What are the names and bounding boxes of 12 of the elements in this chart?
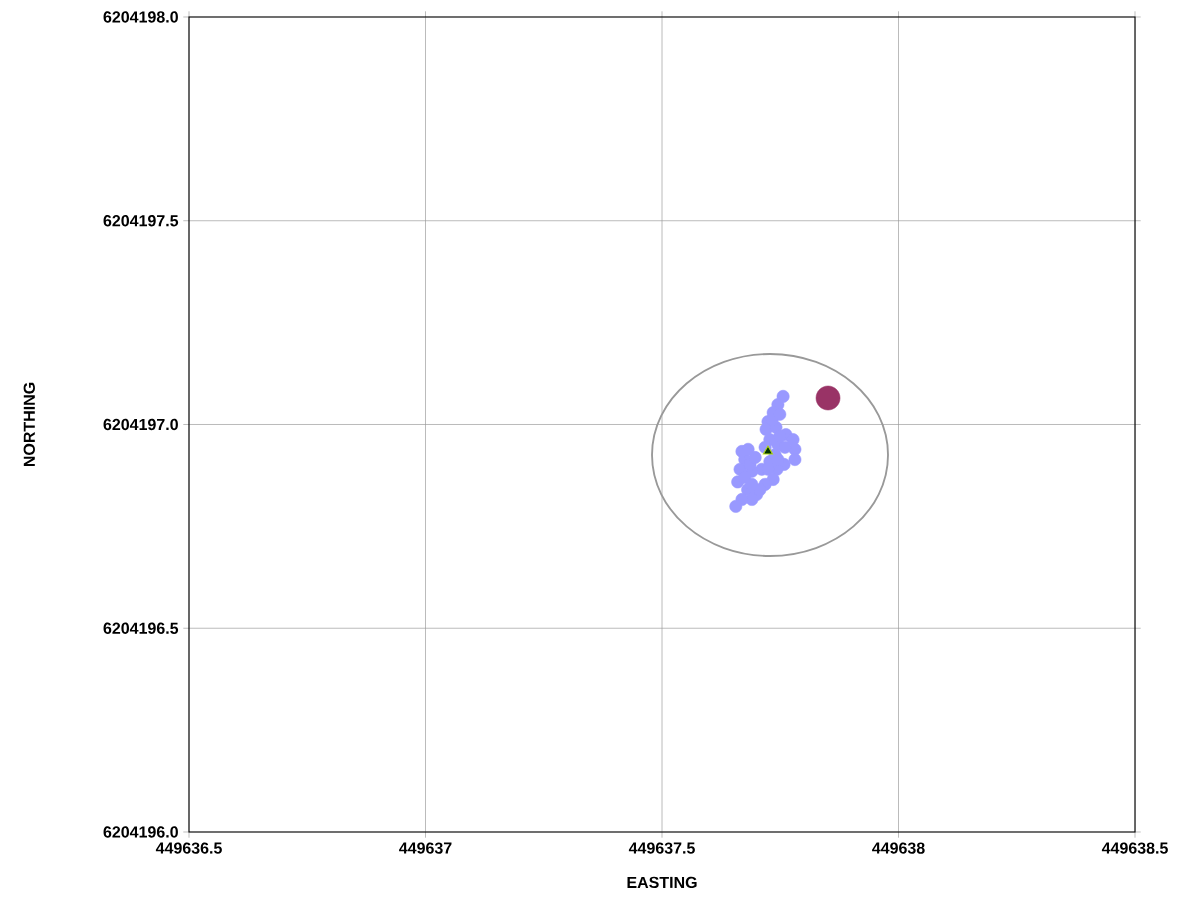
x-tick-label: 449637.5 — [628, 842, 695, 854]
y-tick-label: 6204197.5 — [103, 215, 179, 227]
x-axis-title: EASTING — [627, 876, 697, 889]
x-tick-label: 449638.5 — [1101, 842, 1168, 854]
x-tick-label: 449638 — [872, 842, 925, 854]
y-tick-label: 6204196.0 — [103, 826, 178, 838]
y-tick-label: 6204196.5 — [103, 622, 179, 634]
y-axis-title: NORTHING — [23, 382, 35, 467]
x-tick-label: 449636.5 — [155, 842, 222, 854]
x-tick-label: 449637 — [399, 842, 452, 854]
y-tick-label: 6204197.0 — [103, 418, 178, 431]
y-tick-label: 6204198.0 — [103, 11, 178, 23]
